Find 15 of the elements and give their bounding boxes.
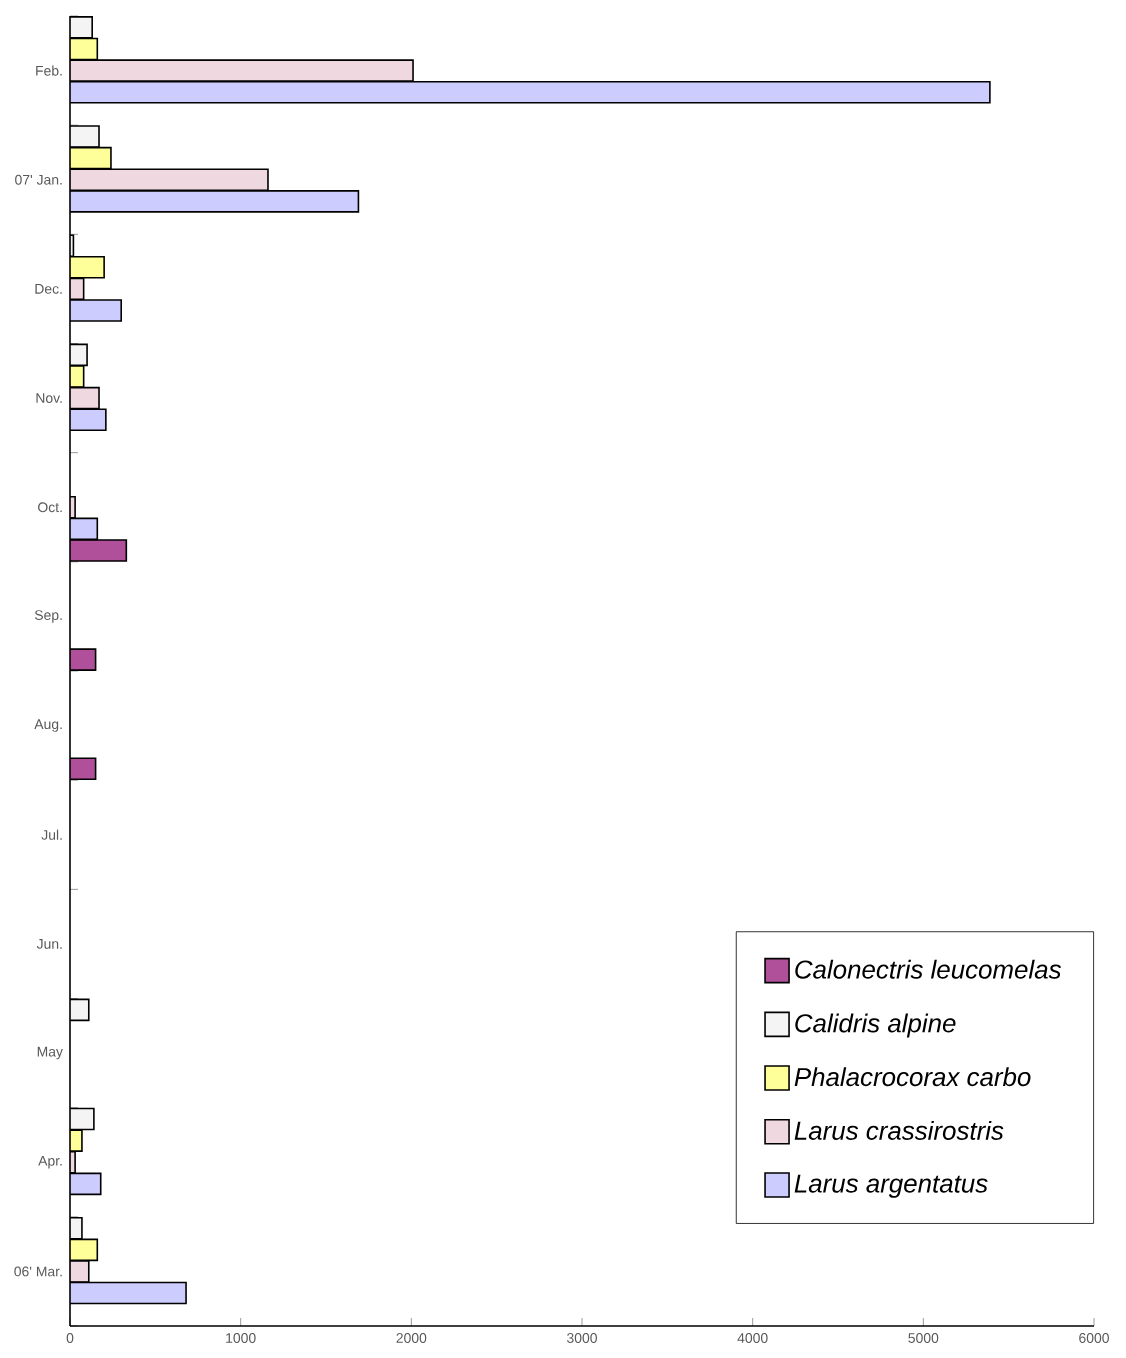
bar [70,1281,187,1305]
bar [70,80,991,104]
bar [70,38,98,60]
legend-label: Calidris alpine [795,1013,956,1038]
legend-label: Larus argentatus [794,1174,988,1198]
bar [70,146,112,170]
legend-label: Calonectris leucomelas [795,959,1061,979]
bar [70,1172,102,1196]
legend-label: Phalacrocorax carbo [794,1067,1031,1087]
bar [70,518,98,540]
bar [70,190,360,213]
legend-label: Larus crassirostris [794,1120,1004,1140]
bar [70,59,414,82]
bar [70,1238,99,1262]
bar [70,168,269,192]
